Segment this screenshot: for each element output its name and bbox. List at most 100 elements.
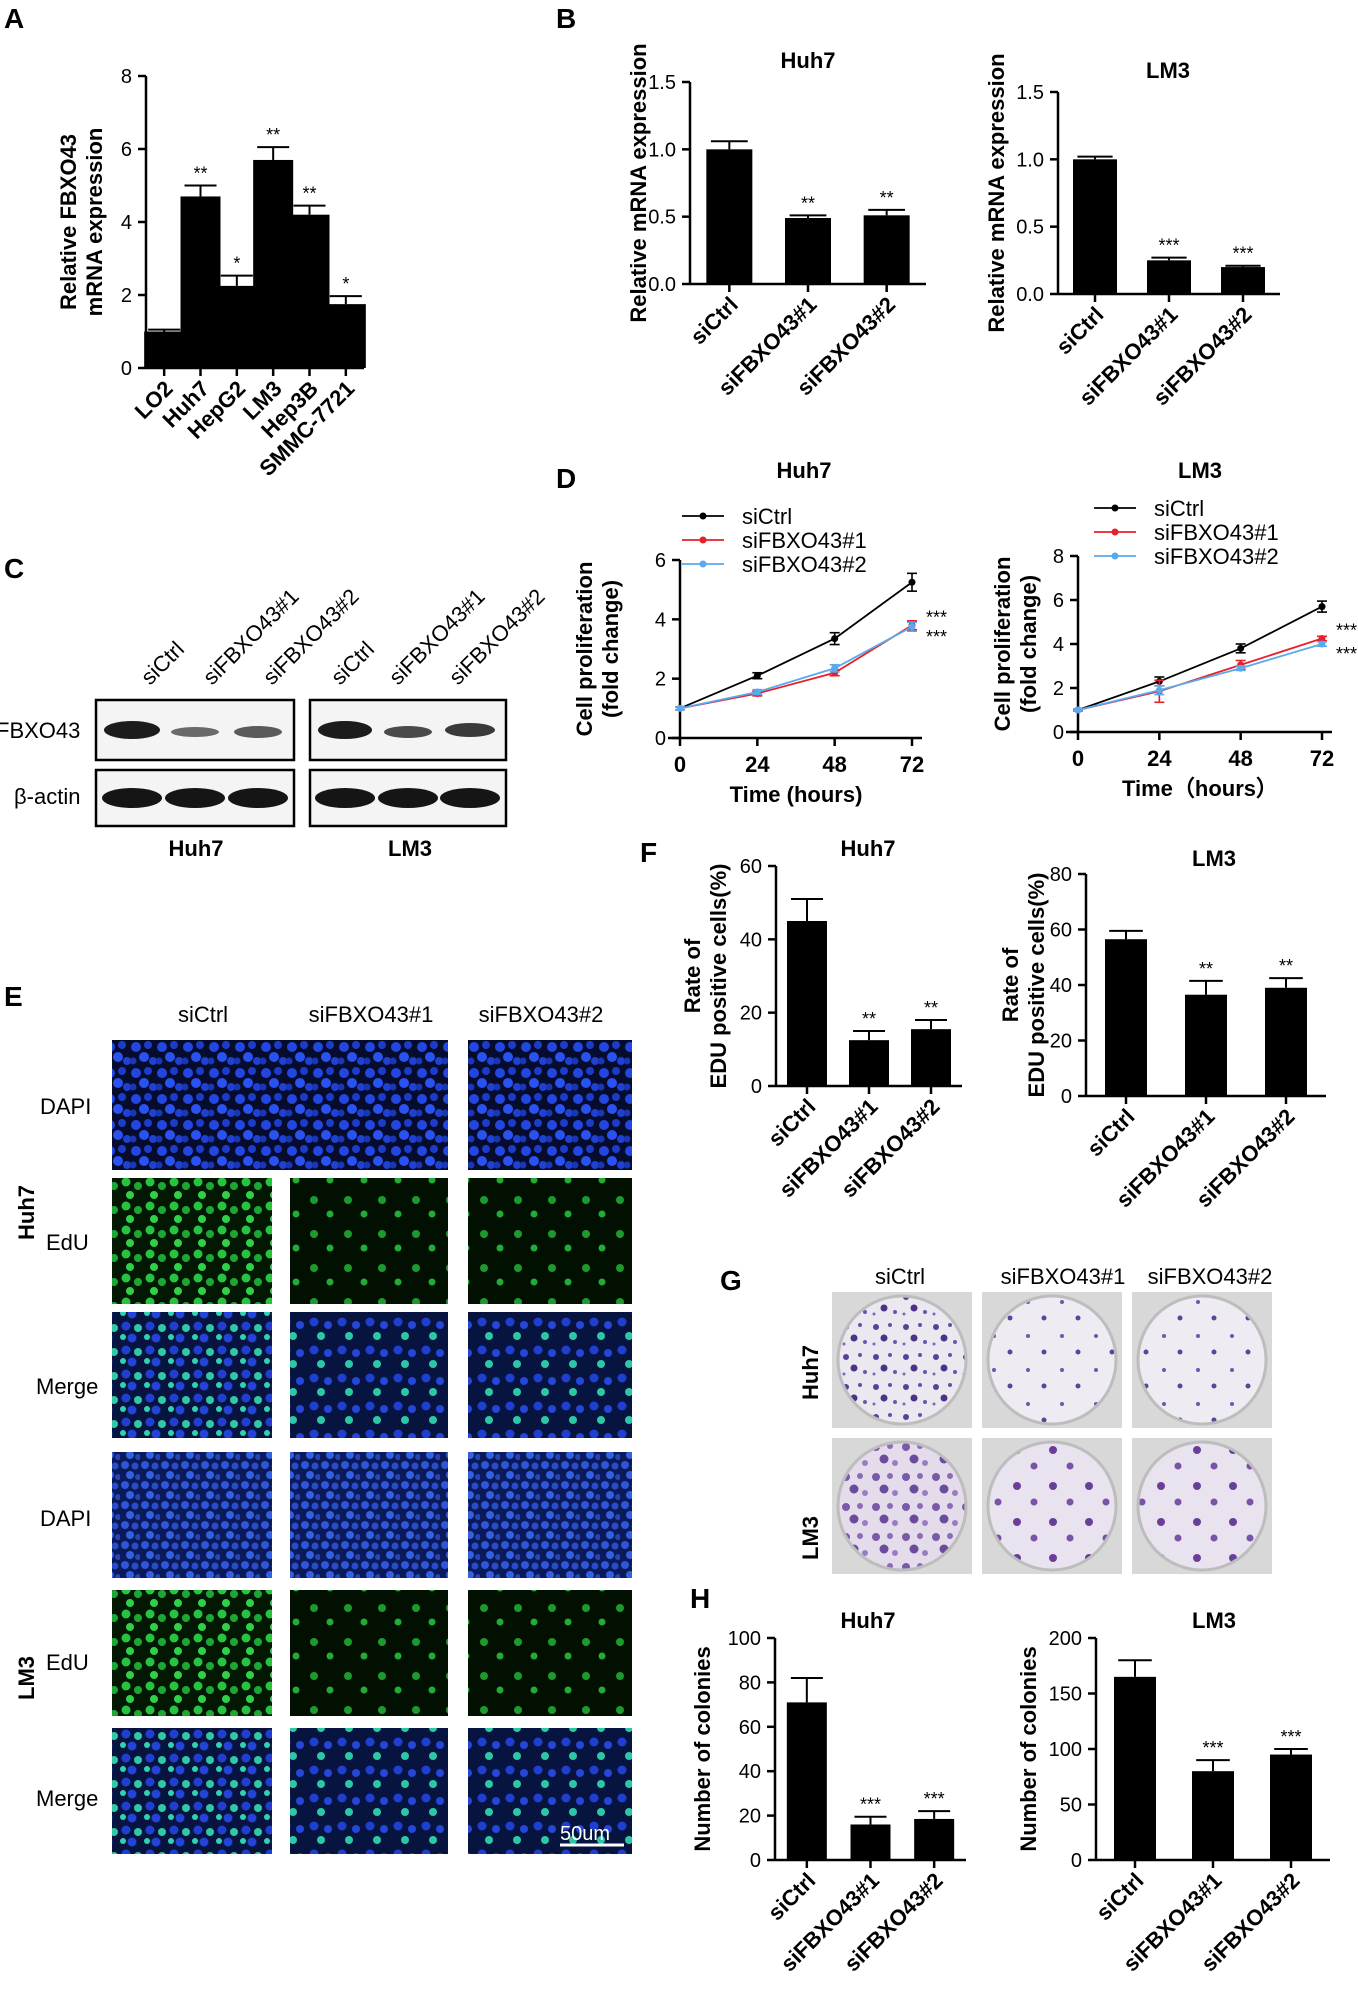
y-tick-label: 0: [750, 1850, 761, 1872]
y-axis-label: Rate of: [998, 947, 1023, 1022]
y-tick-label: 0: [1071, 1850, 1082, 1872]
data-point: [831, 635, 839, 643]
legend-label: siFBXO43#1: [1154, 520, 1279, 545]
series-line: [1077, 643, 1323, 711]
panel-letter-d: D: [556, 463, 576, 494]
chart-h-lm3-colonies: LM3 0 50 100 150 200 Number of colonies siCtrl *…: [1016, 1608, 1330, 1976]
micro-group-label-huh7: Huh7: [14, 1185, 39, 1240]
blot-band: [171, 727, 219, 737]
colony-dish: [986, 1440, 1118, 1572]
chart-title: LM3: [1178, 458, 1222, 483]
micrograph-dapi: [290, 1452, 448, 1578]
data-point: [831, 664, 839, 672]
y-tick-label: 20: [740, 1003, 762, 1025]
x-axis-label: Time (hours): [730, 782, 863, 807]
x-tick-label: siCtrl: [685, 292, 742, 349]
micrograph-edu: [468, 1590, 632, 1716]
y-axis-label: Relative mRNA expression: [626, 43, 651, 322]
micrograph-dapi: [112, 1452, 272, 1578]
bar: [786, 1702, 827, 1860]
legend-marker: [699, 536, 707, 544]
blot-lane-label: siCtrl: [326, 636, 379, 689]
micro-row-label-edu: EdU: [46, 1230, 89, 1255]
panel-letter-f: F: [640, 837, 657, 868]
scale-bar-label: 50um: [560, 1823, 610, 1845]
x-tick-label: 48: [1228, 746, 1252, 771]
blot-band: [234, 726, 282, 738]
bar: [144, 331, 185, 368]
y-axis-label: mRNA expression: [82, 128, 107, 317]
data-point: [1237, 644, 1245, 652]
y-tick-label: 0.5: [1016, 217, 1044, 239]
y-axis-label: EDU positive cells(%): [706, 864, 731, 1089]
legend-label: siCtrl: [1154, 496, 1204, 521]
bar: [1185, 994, 1227, 1096]
significance-label: *: [342, 274, 349, 294]
y-tick-label: 0.5: [648, 207, 676, 229]
data-point: [1318, 635, 1326, 642]
bar: [863, 215, 910, 284]
y-tick-label: 60: [740, 856, 762, 878]
bar: [1221, 267, 1265, 294]
micrograph-edu: [290, 1178, 448, 1304]
colony-dish: [1136, 1294, 1268, 1426]
chart-f-huh7-edu: Huh7 0 20 40 60 Rate of EDU positive cells(%) s…: [680, 836, 962, 1202]
colony-col-label: siCtrl: [875, 1264, 925, 1289]
micrograph-dapi: [290, 1040, 448, 1170]
x-tick-label: 24: [1147, 746, 1172, 771]
y-tick-label: 4: [121, 212, 132, 234]
micro-row-label-merge: Merge: [36, 1786, 98, 1811]
micrograph-edu: [290, 1590, 448, 1716]
significance-label: **: [266, 125, 280, 145]
micrograph-edu: [468, 1178, 632, 1304]
blot-group-label-lm3: LM3: [388, 836, 432, 861]
y-tick-label: 50: [1060, 1795, 1082, 1817]
bar: [216, 285, 257, 368]
panel-letter-a: A: [4, 3, 24, 34]
blot-row-label-actin: β-actin: [14, 784, 80, 809]
colony-row-label-lm3: LM3: [798, 1516, 823, 1560]
bar: [785, 218, 831, 284]
blot-band: [315, 788, 375, 808]
micrograph-dapi: [468, 1040, 632, 1170]
bar: [1114, 1676, 1156, 1860]
bar: [180, 196, 221, 368]
significance-label: **: [1199, 959, 1213, 979]
bar: [1147, 260, 1191, 294]
y-tick-label: 40: [740, 929, 762, 951]
chart-title: LM3: [1146, 58, 1190, 83]
bar: [289, 214, 330, 368]
y-tick-label: 100: [1049, 1739, 1082, 1761]
y-tick-label: 150: [1049, 1684, 1082, 1706]
y-axis-label: Cell proliferation: [572, 562, 597, 737]
y-tick-label: 60: [739, 1717, 761, 1739]
y-tick-label: 6: [655, 550, 666, 572]
chart-title: LM3: [1192, 1608, 1236, 1633]
y-tick-label: 2: [655, 669, 666, 691]
chart-title: Huh7: [841, 836, 896, 861]
blot-band: [104, 721, 160, 739]
panel-letter-b: B: [556, 3, 576, 34]
colony-panel: siCtrl siFBXO43#1 siFBXO43#2 Huh7 LM3: [798, 1264, 1272, 1574]
bar: [1192, 1771, 1234, 1860]
x-tick-label: 24: [745, 752, 770, 777]
data-point: [908, 623, 916, 631]
micrograph-merge: [290, 1728, 448, 1854]
micro-group-label-lm3: LM3: [14, 1656, 39, 1700]
micrograph-edu: [112, 1178, 272, 1304]
significance-label: **: [801, 193, 815, 213]
significance-label: ***: [1336, 621, 1357, 641]
colony-col-label: siFBXO43#2: [1148, 1264, 1273, 1289]
micro-col-label: siFBXO43#2: [479, 1002, 604, 1027]
colony-col-label: siFBXO43#1: [1001, 1264, 1126, 1289]
significance-label: **: [862, 1009, 876, 1029]
panel-letter-h: H: [690, 1583, 710, 1614]
blot-band: [384, 726, 432, 738]
y-tick-label: 20: [1050, 1031, 1072, 1053]
legend-label: siFBXO43#1: [742, 528, 867, 553]
x-tick-label: siCtrl: [1082, 1104, 1139, 1161]
micrograph-merge: [468, 1728, 632, 1854]
